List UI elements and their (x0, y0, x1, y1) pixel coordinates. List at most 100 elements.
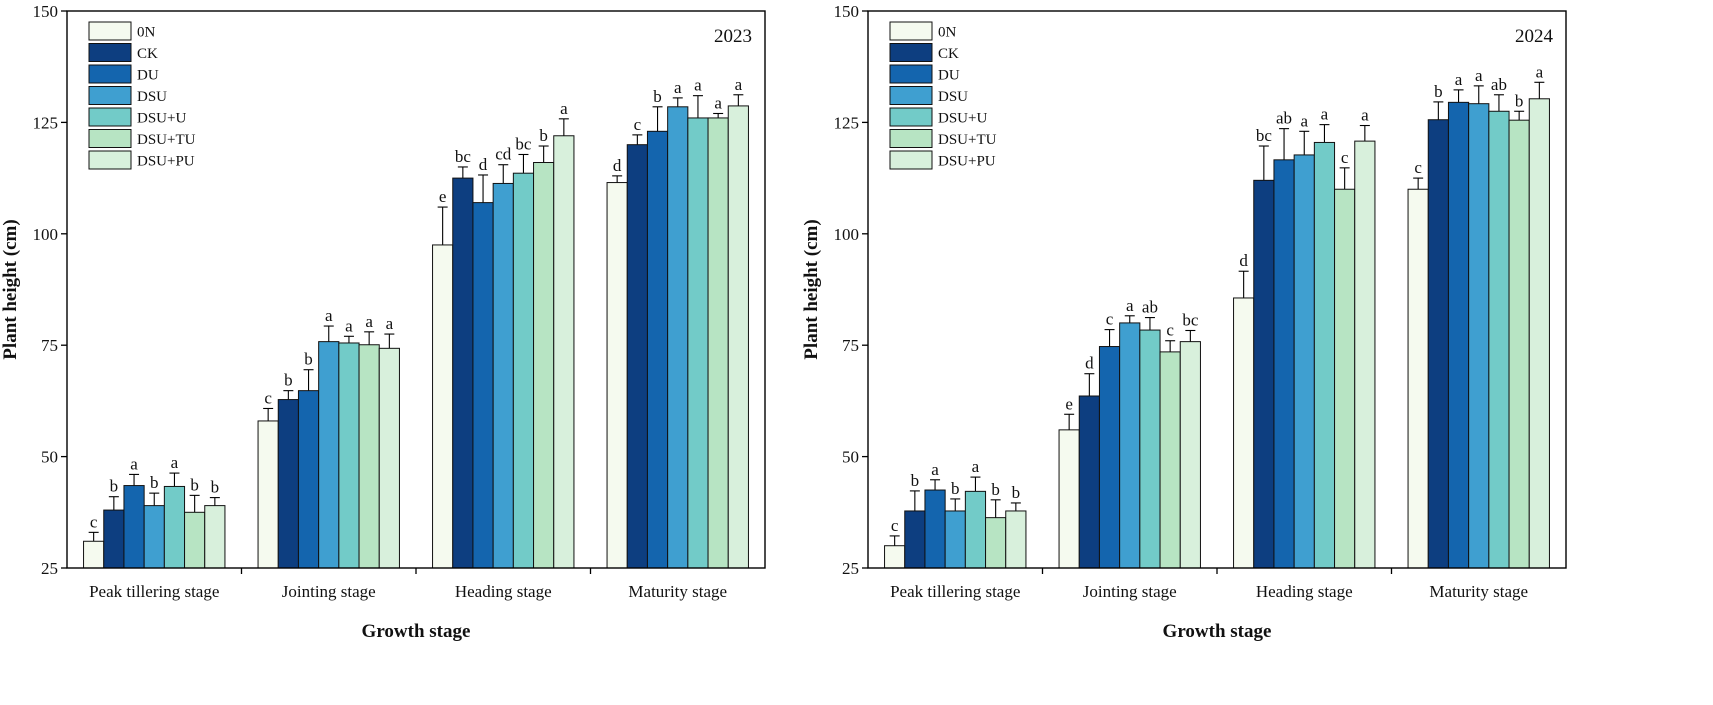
y-tick-label: 125 (33, 113, 59, 132)
significance-label: a (560, 99, 568, 118)
significance-label: b (150, 473, 159, 492)
bar-DSU+TU-0 (184, 511, 206, 569)
y-tick-label: 150 (33, 2, 59, 21)
significance-label: bc (1182, 310, 1199, 329)
significance-label: a (130, 454, 138, 473)
legend-label: DSU+U (938, 111, 987, 127)
x-category-label: Heading stage (455, 582, 552, 601)
y-tick-label: 75 (41, 336, 58, 355)
significance-label: b (284, 371, 293, 390)
significance-label: e (439, 187, 447, 206)
significance-label: bc (455, 147, 472, 166)
bar-0N-0 (83, 540, 105, 569)
legend-label: DSU+U (137, 111, 186, 127)
legend-label: DSU+PU (938, 154, 996, 170)
significance-label: a (365, 312, 373, 331)
bar-DSU+U-0 (964, 490, 987, 569)
plot-frame (867, 10, 1567, 569)
bar-DSU+PU-3 (727, 105, 749, 569)
bar-DSU-2 (492, 182, 514, 569)
y-tick-label: 25 (41, 559, 58, 578)
x-category-label: Jointing stage (282, 582, 376, 601)
x-axis-title: Growth stage (362, 621, 471, 642)
significance-label: c (264, 388, 272, 407)
bar-DU-1 (1098, 346, 1121, 569)
significance-label: a (1536, 62, 1544, 81)
bar-DU-3 (1447, 101, 1470, 569)
bar-DSU-1 (1119, 322, 1141, 569)
significance-label: b (653, 87, 662, 106)
significance-label: cd (495, 145, 512, 164)
significance-label: d (479, 155, 488, 174)
bar-DSU-3 (667, 106, 689, 569)
bar-DSU+U-1 (1139, 329, 1161, 569)
bar-DSU+U-0 (163, 485, 186, 569)
bar-DU-2 (472, 202, 494, 569)
bar-DSU-2 (1293, 154, 1315, 569)
bar-DSU+PU-2 (1354, 140, 1376, 569)
bar-DSU+PU-0 (1005, 510, 1027, 569)
legend-swatch-DSU+U (88, 107, 132, 127)
significance-label: e (1065, 394, 1073, 413)
bar-CK-1 (1078, 395, 1100, 569)
bar-CK-3 (626, 144, 648, 569)
bar-DSU+TU-0 (985, 517, 1007, 569)
bar-DSU-0 (944, 510, 966, 569)
significance-label: b (1434, 82, 1443, 101)
significance-label: d (1239, 251, 1248, 270)
plot-frame (66, 10, 766, 569)
legend: 0N CK DU DSU DSU+U DSU+TU DSU+PU (88, 21, 196, 170)
y-tick-label: 100 (33, 225, 59, 244)
bar-CK-2 (1253, 179, 1275, 569)
bar-CK-0 (904, 510, 926, 569)
significance-label: ab (1491, 75, 1507, 94)
y-tick-label: 25 (842, 559, 859, 578)
significance-label: c (90, 512, 98, 531)
legend-swatch-DU (88, 64, 132, 84)
significance-label: b (1515, 91, 1524, 110)
bar-CK-2 (452, 177, 474, 569)
bar-DU-3 (646, 130, 669, 569)
significance-label: a (1126, 296, 1134, 315)
legend-swatch-DSU (88, 86, 132, 105)
significance-label: c (1341, 148, 1349, 167)
y-axis-title: Plant height (cm) (0, 219, 21, 359)
significance-label: c (891, 516, 899, 535)
x-category-label: Peak tillering stage (89, 582, 219, 601)
significance-label: a (972, 457, 980, 476)
bar-DSU+PU-3 (1528, 98, 1550, 569)
legend: 0N CK DU DSU DSU+U DSU+TU DSU+PU (889, 21, 997, 170)
legend-swatch-DSU (889, 86, 933, 105)
bar-DSU+U-3 (1488, 110, 1510, 569)
bar-DSU+TU-2 (533, 162, 555, 569)
bar-DSU+PU-1 (378, 347, 400, 569)
bar-CK-1 (277, 399, 299, 569)
x-category-label: Jointing stage (1083, 582, 1177, 601)
significance-label: b (1012, 483, 1021, 502)
bar-DSU-3 (1468, 103, 1490, 569)
legend-swatch-DSU+TU (889, 129, 933, 148)
significance-label: d (613, 156, 622, 175)
significance-label: c (634, 115, 642, 134)
significance-label: a (1475, 66, 1483, 85)
bar-DSU-0 (143, 505, 165, 569)
y-tick-label: 50 (41, 448, 58, 467)
legend-swatch-CK (889, 43, 933, 62)
legend-label: CK (938, 46, 959, 62)
chart-title: 2024 (1515, 26, 1554, 47)
bar-DU-0 (123, 485, 145, 569)
legend-label: DSU (938, 89, 968, 105)
legend-swatch-DSU+PU (88, 150, 132, 170)
bar-DSU+TU-1 (358, 344, 380, 569)
bar-CK-0 (103, 509, 125, 569)
legend-swatch-DSU+PU (889, 150, 933, 170)
bar-CK-3 (1427, 119, 1449, 569)
y-tick-label: 75 (842, 336, 859, 355)
legend-label: DSU (137, 89, 167, 105)
legend-label: 0N (938, 25, 957, 41)
significance-label: a (931, 460, 939, 479)
significance-label: a (694, 76, 702, 95)
legend-label: DU (137, 68, 159, 84)
